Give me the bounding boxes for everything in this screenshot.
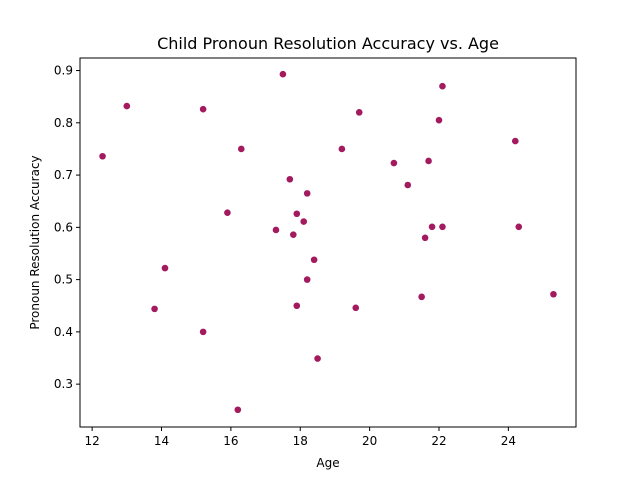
y-tick-label: 0.7 — [54, 168, 73, 182]
x-tick-label: 20 — [362, 434, 377, 448]
data-point — [435, 116, 443, 124]
x-tick-label: 12 — [84, 434, 99, 448]
data-point — [161, 264, 169, 272]
data-point — [237, 145, 245, 153]
data-point — [293, 302, 301, 310]
x-tick-label: 14 — [154, 434, 169, 448]
data-point — [293, 210, 301, 218]
data-point — [303, 190, 311, 197]
data-point — [425, 157, 432, 165]
data-point — [99, 152, 106, 160]
y-tick-label: 0.5 — [54, 273, 73, 287]
data-point — [550, 290, 557, 298]
data-point — [272, 226, 280, 234]
data-point — [338, 145, 346, 153]
data-points — [99, 70, 557, 414]
data-point — [151, 305, 158, 313]
x-axis-ticks: 12 14 16 18 20 22 24 — [84, 427, 516, 448]
data-point — [404, 181, 412, 189]
data-point — [123, 102, 131, 110]
data-point — [199, 105, 207, 113]
x-tick-label: 22 — [431, 434, 446, 448]
data-point — [515, 223, 523, 231]
data-point — [421, 234, 429, 242]
data-point — [199, 328, 207, 336]
data-point — [303, 276, 311, 283]
y-axis-ticks: 0.3 0.4 0.5 0.6 0.7 0.8 0.9 — [54, 64, 80, 391]
data-point — [439, 223, 446, 231]
data-point — [290, 231, 297, 238]
data-point — [224, 209, 231, 217]
data-point — [390, 159, 398, 167]
x-tick-label: 24 — [501, 434, 516, 448]
y-tick-label: 0.8 — [54, 116, 73, 130]
data-point — [428, 223, 436, 231]
plot-area-frame — [79, 57, 577, 428]
data-point — [352, 304, 360, 312]
y-axis-label: Pronoun Resolution Accuracy — [28, 155, 42, 329]
data-point — [355, 109, 363, 116]
data-point — [310, 256, 318, 264]
data-point — [279, 70, 287, 78]
data-point — [314, 355, 321, 362]
x-axis-label: Age — [316, 456, 339, 470]
y-tick-label: 0.4 — [54, 325, 73, 339]
y-tick-label: 0.9 — [54, 64, 73, 78]
data-point — [300, 218, 308, 225]
data-point — [512, 137, 519, 145]
x-tick-label: 18 — [293, 434, 308, 448]
x-tick-label: 16 — [223, 434, 238, 448]
y-tick-label: 0.6 — [54, 220, 73, 234]
data-point — [234, 406, 242, 414]
data-point — [418, 293, 425, 301]
chart-title: Child Pronoun Resolution Accuracy vs. Ag… — [157, 34, 499, 53]
data-point — [439, 82, 446, 90]
y-tick-label: 0.3 — [54, 377, 73, 391]
data-point — [286, 175, 294, 183]
